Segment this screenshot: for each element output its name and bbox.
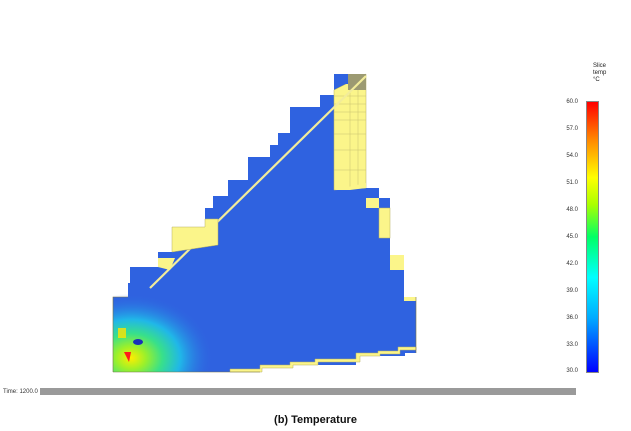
legend-tick: 48.0 bbox=[566, 207, 578, 213]
figure-caption: (b) Temperature bbox=[274, 414, 357, 426]
domain-outline bbox=[112, 296, 417, 373]
yellow-wedge-small bbox=[334, 183, 366, 190]
hot-spot-yellow bbox=[118, 328, 126, 338]
legend-tick: 33.0 bbox=[566, 342, 578, 348]
legend-tick: 54.0 bbox=[566, 153, 578, 159]
yellow-wedge-middle bbox=[171, 218, 219, 253]
legend-title-line3: °C bbox=[593, 77, 600, 83]
color-bar bbox=[586, 101, 599, 373]
time-label: Time: 1200.0 bbox=[3, 389, 38, 395]
diagonal-edge bbox=[149, 75, 367, 289]
legend-tick: 57.0 bbox=[566, 126, 578, 132]
column-top-dark bbox=[348, 74, 366, 90]
yellow-block-right-2 bbox=[366, 198, 379, 208]
legend-title-line1: Slice bbox=[593, 63, 607, 69]
legend-tick: 30.0 bbox=[566, 368, 578, 374]
yellow-wedge-lower bbox=[158, 258, 175, 270]
legend-tick: 51.0 bbox=[566, 180, 578, 186]
column-cap bbox=[334, 74, 350, 84]
legend-tick: 60.0 bbox=[566, 99, 578, 105]
hot-spot-blue bbox=[133, 339, 143, 345]
heat-zone bbox=[113, 255, 263, 372]
yellow-block-right-1 bbox=[378, 207, 391, 239]
yellow-block-right-3 bbox=[390, 255, 404, 270]
legend-tick: 45.0 bbox=[566, 234, 578, 240]
hot-spot-red bbox=[124, 352, 131, 362]
yellow-block-right-4 bbox=[404, 297, 416, 301]
legend-tick: 39.0 bbox=[566, 288, 578, 294]
time-slider-bar[interactable] bbox=[40, 388, 576, 395]
legend-tick: 42.0 bbox=[566, 261, 578, 267]
legend-title-line2: temp bbox=[593, 70, 607, 76]
legend-tick: 36.0 bbox=[566, 315, 578, 321]
